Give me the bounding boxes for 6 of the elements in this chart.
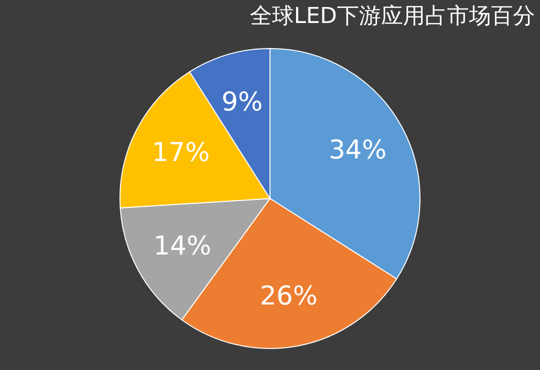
data-label: 9% <box>221 87 263 118</box>
chart-title: 全球LED下游应用占市场百分 <box>250 4 535 29</box>
data-label: 17% <box>152 138 210 168</box>
data-label: 26% <box>260 282 318 312</box>
data-label: 14% <box>153 232 212 262</box>
data-label: 34% <box>328 135 387 166</box>
